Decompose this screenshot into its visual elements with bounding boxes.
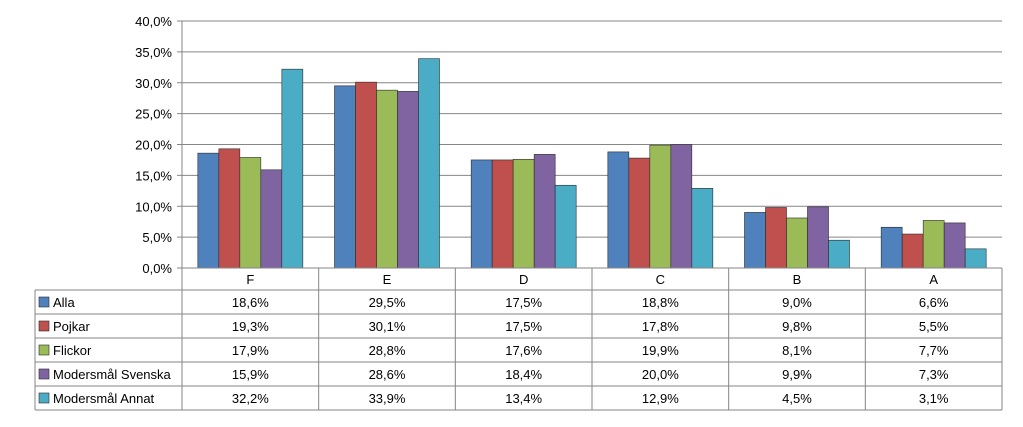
table-value: 18,8% [642, 295, 679, 310]
table-value: 5,5% [919, 319, 949, 334]
table-value: 8,1% [782, 343, 812, 358]
bar [281, 68, 304, 269]
bar [807, 206, 829, 269]
bar [607, 151, 630, 269]
bar [218, 148, 241, 269]
legend-series-name: Modersmål Annat [53, 391, 155, 406]
bar [197, 152, 220, 269]
table-value: 19,9% [642, 343, 679, 358]
table-value: 4,5% [782, 391, 812, 406]
y-tick-label: 25,0% [135, 107, 172, 122]
bar [355, 81, 377, 269]
y-tick-label: 10,0% [135, 199, 172, 214]
bar [670, 144, 693, 269]
x-category-label: E [383, 272, 392, 287]
bar [533, 154, 556, 269]
table-value: 28,6% [369, 367, 406, 382]
bar [828, 239, 850, 269]
legend-key [38, 368, 50, 380]
legend-key [38, 344, 50, 356]
bar [691, 188, 714, 269]
bar [765, 207, 787, 269]
table-value: 17,5% [505, 319, 542, 334]
bar [922, 220, 945, 269]
legend-series-name: Flickor [53, 343, 92, 358]
bar [943, 222, 966, 269]
legend-series-name: Pojkar [53, 319, 91, 334]
bar [628, 157, 651, 269]
table-value: 32,2% [232, 391, 269, 406]
bar [397, 91, 419, 269]
bar [470, 159, 493, 269]
y-tick-label: 15,0% [135, 168, 172, 183]
bar [512, 159, 535, 269]
y-tick-label: 5,0% [142, 230, 172, 245]
table-value: 6,6% [919, 295, 949, 310]
table-value: 29,5% [369, 295, 406, 310]
table-value: 30,1% [369, 319, 406, 334]
y-tick-label: 0,0% [142, 261, 172, 276]
legend-series-name: Alla [53, 295, 75, 310]
bar [239, 157, 262, 269]
table-value: 28,8% [369, 343, 406, 358]
table-value: 33,9% [369, 391, 406, 406]
bar [554, 184, 577, 269]
bar [649, 144, 672, 269]
x-category-label: B [793, 272, 802, 287]
table-value: 17,8% [642, 319, 679, 334]
legend-key [38, 392, 50, 404]
bar [880, 226, 903, 269]
legend-series-name: Modersmål Svenska [53, 367, 172, 382]
table-value: 9,9% [782, 367, 812, 382]
table-value: 7,7% [919, 343, 949, 358]
table-value: 13,4% [505, 391, 542, 406]
bar [491, 159, 514, 269]
table-value: 17,5% [505, 295, 542, 310]
table-value: 17,9% [232, 343, 269, 358]
table-value: 20,0% [642, 367, 679, 382]
table-value: 19,3% [232, 319, 269, 334]
table-value: 18,4% [505, 367, 542, 382]
y-tick-label: 40,0% [135, 14, 172, 29]
bar [376, 89, 398, 269]
table-value: 3,1% [919, 391, 949, 406]
legend-key [38, 296, 50, 308]
bar [260, 169, 283, 269]
bar [901, 233, 924, 269]
x-category-label: A [929, 272, 938, 287]
table-value: 15,9% [232, 367, 269, 382]
y-tick-label: 30,0% [135, 76, 172, 91]
table-value: 9,0% [782, 295, 812, 310]
table-value: 12,9% [642, 391, 679, 406]
bar [964, 248, 987, 269]
bar [744, 212, 766, 269]
x-category-label: C [656, 272, 665, 287]
bar [334, 85, 356, 269]
legend-key [38, 320, 50, 332]
y-tick-label: 20,0% [135, 138, 172, 153]
x-category-label: D [519, 272, 528, 287]
bar [786, 217, 808, 269]
table-value: 7,3% [919, 367, 949, 382]
table-value: 18,6% [232, 295, 269, 310]
bar [418, 58, 440, 269]
table-value: 9,8% [782, 319, 812, 334]
x-category-label: F [246, 272, 254, 287]
y-tick-label: 35,0% [135, 45, 172, 60]
table-value: 17,6% [505, 343, 542, 358]
